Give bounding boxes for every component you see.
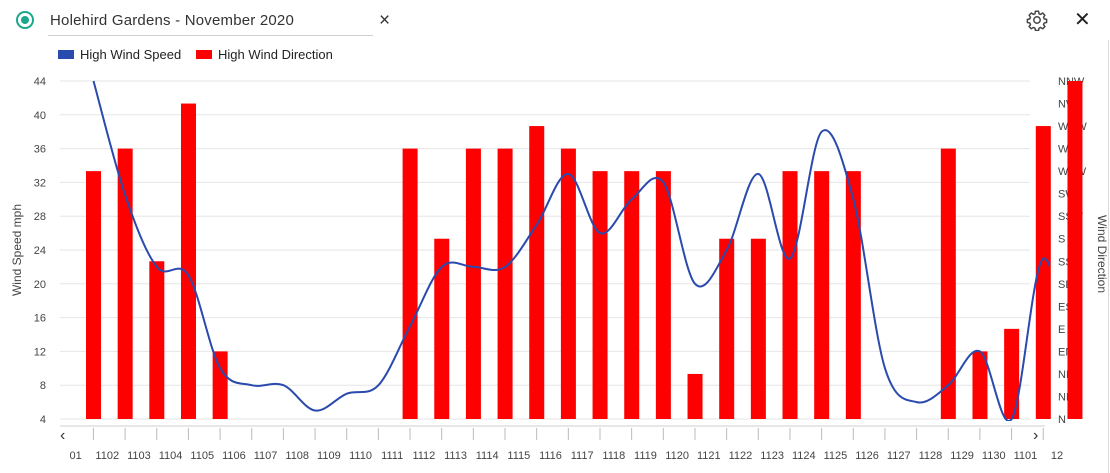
x-tick-label: 01 bbox=[69, 450, 81, 462]
x-tick-label: 1112 bbox=[412, 450, 435, 462]
bar-wind-direction bbox=[402, 148, 418, 419]
x-tick-label: 1118 bbox=[602, 450, 625, 462]
x-tick-label: 1125 bbox=[824, 450, 848, 462]
bar-wind-direction bbox=[845, 171, 861, 419]
bar-wind-direction bbox=[972, 351, 988, 419]
bar-wind-direction bbox=[750, 238, 766, 419]
bar-wind-direction bbox=[86, 171, 101, 419]
y-left-tick-label: 28 bbox=[34, 211, 46, 223]
y-left-tick-label: 16 bbox=[34, 313, 46, 325]
title-underline bbox=[48, 35, 373, 36]
clear-icon[interactable]: × bbox=[379, 10, 391, 31]
x-tick-label: 1106 bbox=[222, 450, 246, 462]
x-tick-label: 1116 bbox=[539, 450, 562, 462]
bar-wind-direction bbox=[1067, 81, 1083, 419]
y-right-tick-label: S bbox=[1058, 234, 1065, 246]
x-tick-label: 1113 bbox=[444, 450, 467, 462]
x-tick-label: 1123 bbox=[760, 450, 784, 462]
x-tick-label: 1121 bbox=[697, 450, 721, 462]
legend-item-wind-direction[interactable]: High Wind Direction bbox=[196, 47, 333, 62]
bar-wind-direction bbox=[497, 148, 513, 419]
bar-wind-direction bbox=[592, 171, 608, 419]
bar-wind-direction bbox=[560, 148, 576, 419]
x-tick-label: 1115 bbox=[507, 450, 530, 462]
legend-swatch-wind-direction bbox=[196, 50, 212, 59]
bar-wind-direction bbox=[624, 171, 640, 419]
bar-wind-direction bbox=[719, 238, 735, 419]
y-left-tick-label: 24 bbox=[34, 245, 46, 257]
bar-wind-direction bbox=[1035, 126, 1051, 420]
y-left-tick-label: 36 bbox=[34, 144, 46, 156]
bar-wind-direction bbox=[434, 238, 450, 419]
radio-selected-icon[interactable] bbox=[16, 11, 34, 29]
right-panel-border bbox=[1108, 40, 1109, 473]
bar-wind-direction bbox=[149, 261, 165, 419]
bar-wind-direction bbox=[782, 171, 798, 419]
y-left-tick-label: 4 bbox=[40, 414, 46, 426]
y-right-tick-label: W bbox=[1058, 144, 1069, 156]
x-tick-label: 1122 bbox=[729, 450, 753, 462]
chart-title-input[interactable]: Holehird Gardens - November 2020 bbox=[50, 12, 295, 29]
x-tick-label: 1104 bbox=[159, 450, 183, 462]
bar-wind-direction bbox=[814, 171, 830, 419]
x-tick-label: 1114 bbox=[476, 450, 499, 462]
x-tick-label: 1101 bbox=[1014, 450, 1038, 462]
x-tick-label: 1110 bbox=[349, 450, 372, 462]
gear-icon[interactable] bbox=[1026, 9, 1048, 31]
x-tick-label: 1126 bbox=[855, 450, 879, 462]
scroll-left-button[interactable]: ‹ bbox=[60, 427, 66, 444]
chart-header: Holehird Gardens - November 2020 × ✕ bbox=[0, 0, 1110, 44]
x-tick-label: 1117 bbox=[571, 450, 594, 462]
line-wind-speed bbox=[92, 80, 1050, 421]
x-tick-label: 1109 bbox=[317, 450, 341, 462]
x-tick-label: 1102 bbox=[95, 450, 119, 462]
legend-label-wind-speed: High Wind Speed bbox=[80, 47, 182, 62]
x-tick-label: 1105 bbox=[190, 450, 214, 462]
x-tick-label: 1124 bbox=[792, 450, 816, 462]
x-tick-label: 1107 bbox=[254, 450, 278, 462]
legend-item-wind-speed[interactable]: High Wind Speed bbox=[58, 47, 181, 62]
y-left-tick-label: 20 bbox=[34, 279, 46, 291]
legend-swatch-wind-speed bbox=[58, 50, 74, 59]
x-tick-label: 1127 bbox=[887, 450, 911, 462]
bar-wind-direction bbox=[655, 171, 671, 419]
x-tick-label: 1103 bbox=[127, 450, 151, 462]
x-tick-label: 1119 bbox=[634, 450, 657, 462]
close-icon[interactable]: ✕ bbox=[1074, 9, 1091, 31]
y-left-tick-label: 8 bbox=[40, 380, 46, 392]
x-tick-label: 12 bbox=[1051, 450, 1063, 462]
x-tick-label: 1130 bbox=[982, 450, 1006, 462]
bar-wind-direction bbox=[940, 148, 956, 419]
x-tick-label: 1128 bbox=[919, 450, 943, 462]
bar-wind-direction bbox=[212, 351, 228, 419]
x-tick-label: 1111 bbox=[381, 450, 403, 462]
bar-wind-direction bbox=[1004, 328, 1020, 419]
scroll-right-button[interactable]: › bbox=[1033, 427, 1039, 444]
y-left-tick-label: 32 bbox=[34, 177, 46, 189]
x-tick-label: 1129 bbox=[950, 450, 974, 462]
x-tick-label: 1120 bbox=[665, 450, 689, 462]
legend-label-wind-direction: High Wind Direction bbox=[218, 47, 333, 62]
x-tick-label: 1108 bbox=[285, 450, 309, 462]
bar-wind-direction bbox=[529, 126, 545, 420]
bar-wind-direction bbox=[180, 103, 196, 420]
bar-wind-direction bbox=[117, 148, 133, 419]
y-left-tick-label: 40 bbox=[34, 110, 46, 122]
bar-wind-direction bbox=[687, 373, 703, 419]
y-right-tick-label: N bbox=[1058, 414, 1066, 426]
y-left-tick-label: 12 bbox=[34, 346, 46, 358]
bar-wind-direction bbox=[465, 148, 481, 419]
y-left-tick-label: 44 bbox=[34, 76, 46, 88]
y-right-tick-label: E bbox=[1058, 324, 1065, 336]
